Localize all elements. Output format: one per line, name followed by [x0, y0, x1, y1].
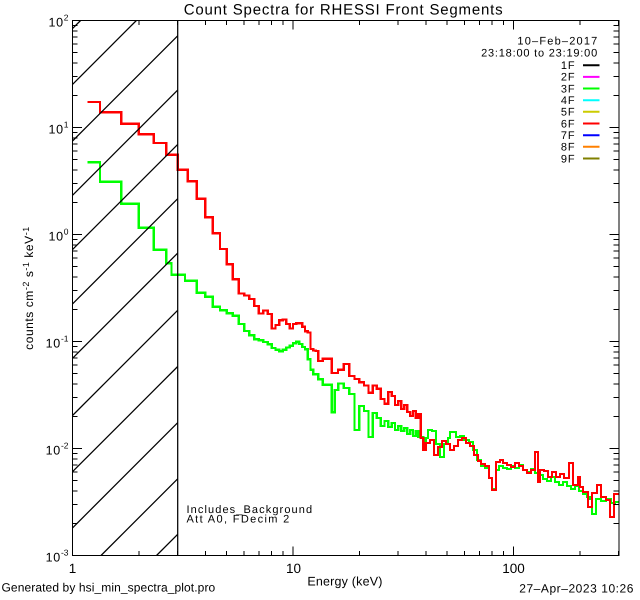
svg-text:10: 10	[286, 561, 301, 576]
svg-text:23:18:00 to 23:19:00: 23:18:00 to 23:19:00	[481, 47, 598, 59]
svg-text:10-3: 10-3	[46, 547, 69, 564]
svg-text:27–Apr–2023 10:26: 27–Apr–2023 10:26	[519, 582, 634, 596]
svg-text:10-1: 10-1	[46, 333, 69, 350]
svg-text:Att A0, FDecim 2: Att A0, FDecim 2	[187, 514, 291, 526]
svg-text:10-2: 10-2	[46, 440, 69, 457]
svg-text:100: 100	[48, 226, 68, 243]
svg-text:Includes_Background: Includes_Background	[187, 504, 314, 516]
svg-text:Energy (keV): Energy (keV)	[307, 575, 382, 589]
svg-text:102: 102	[48, 12, 68, 29]
svg-text:8F: 8F	[561, 142, 576, 154]
svg-text:3F: 3F	[561, 83, 576, 95]
svg-text:counts cm-2 s-1 keV-1: counts cm-2 s-1 keV-1	[21, 226, 36, 350]
svg-text:5F: 5F	[561, 107, 576, 119]
svg-text:Generated by hsi_min_spectra_p: Generated by hsi_min_spectra_plot.pro	[2, 581, 216, 595]
svg-text:1F: 1F	[561, 60, 576, 72]
svg-text:6F: 6F	[561, 118, 576, 130]
svg-text:2F: 2F	[561, 72, 576, 84]
svg-text:100: 100	[502, 561, 525, 576]
svg-text:1: 1	[69, 561, 77, 576]
svg-text:9F: 9F	[561, 153, 576, 165]
svg-text:Count Spectra for RHESSI Front: Count Spectra for RHESSI Front Segments	[184, 2, 504, 19]
svg-text:10–Feb–2017: 10–Feb–2017	[517, 36, 598, 48]
svg-text:101: 101	[48, 119, 68, 136]
svg-text:7F: 7F	[561, 130, 576, 142]
svg-text:4F: 4F	[561, 95, 576, 107]
